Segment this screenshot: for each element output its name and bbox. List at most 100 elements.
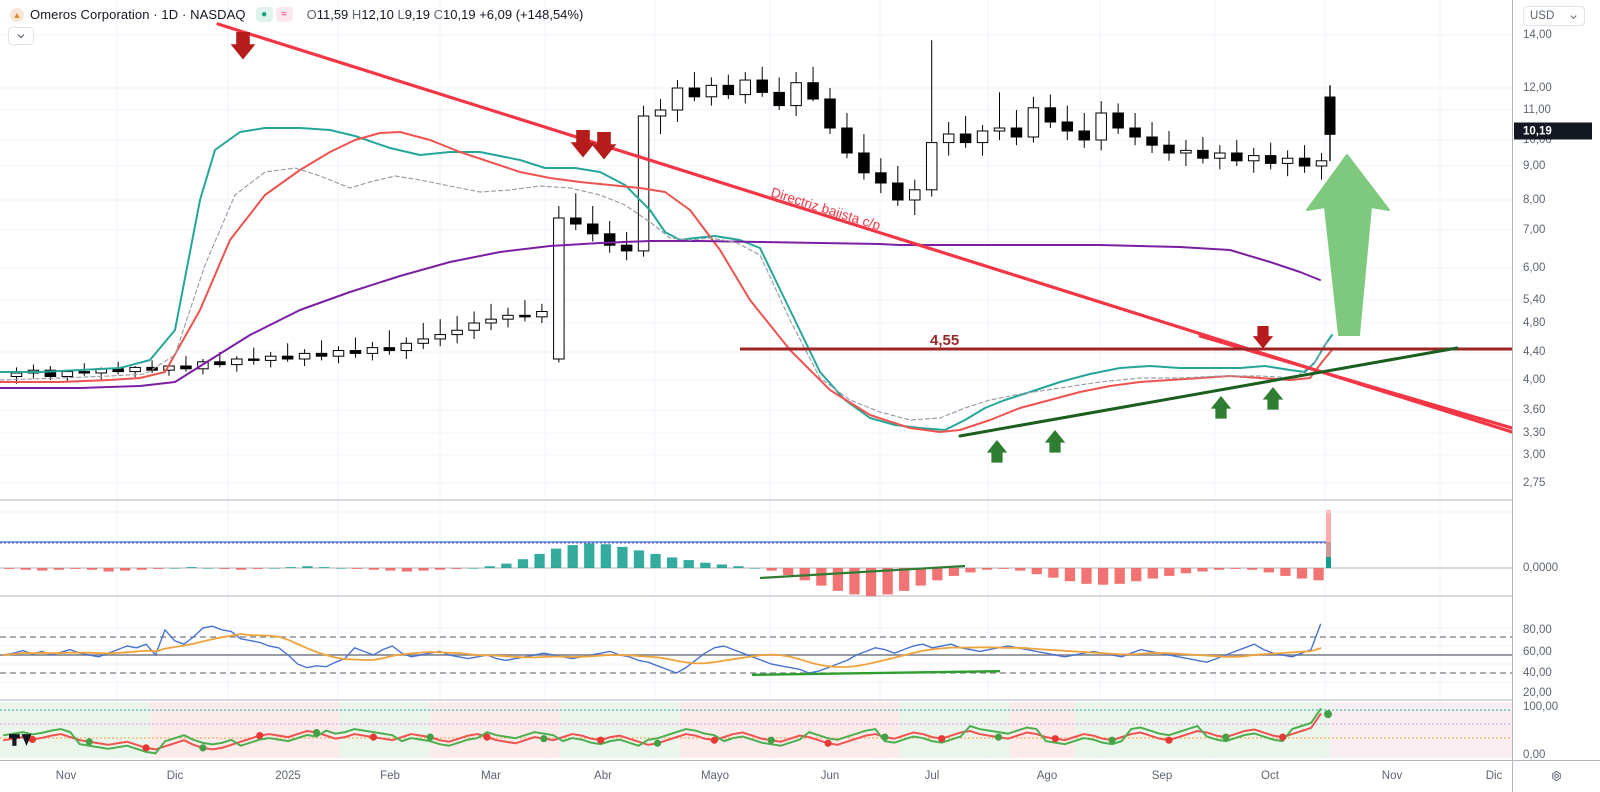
st-dot bbox=[1165, 736, 1173, 744]
price-tick-15: 2,75 bbox=[1523, 477, 1546, 489]
candle-body bbox=[44, 369, 57, 378]
st-dot bbox=[540, 735, 548, 743]
buy-signal-arrow-3[interactable] bbox=[1262, 387, 1284, 410]
ohlc-values: O11,59 H12,10 L9,19 C10,19 +6,09 (+148,5… bbox=[307, 7, 584, 22]
macd-bar bbox=[202, 568, 214, 569]
bearish-trendline-2[interactable] bbox=[1198, 334, 1514, 430]
macd-bar bbox=[1280, 568, 1291, 576]
macd-bar bbox=[567, 545, 578, 568]
macd-bar bbox=[749, 568, 761, 569]
macd-bar bbox=[20, 568, 31, 570]
st-dot bbox=[767, 736, 775, 744]
st-dot bbox=[881, 733, 889, 741]
candle-body bbox=[1027, 107, 1040, 138]
macd-divergence-line[interactable] bbox=[759, 564, 966, 580]
current-price-tag: 10,19 bbox=[1514, 122, 1592, 140]
rsi-tick-1: 60,00 bbox=[1523, 646, 1552, 658]
candle-body bbox=[1044, 107, 1057, 123]
macd-bar bbox=[865, 568, 877, 597]
candle-body bbox=[942, 133, 955, 144]
rsi-line bbox=[3, 623, 1322, 674]
macd-bar bbox=[285, 567, 297, 568]
st-dot bbox=[256, 732, 264, 740]
sell-signal-arrow-3[interactable] bbox=[1252, 326, 1274, 349]
sell-signal-arrow-1[interactable] bbox=[570, 130, 596, 158]
candle-body bbox=[264, 355, 277, 361]
macd-bar bbox=[335, 568, 346, 569]
candle-body bbox=[671, 87, 684, 111]
tradingview-logo[interactable] bbox=[9, 730, 39, 750]
rsi-ma-line bbox=[3, 633, 1322, 668]
candle-body bbox=[976, 130, 989, 144]
candle-body bbox=[366, 347, 379, 354]
bullish-trendline[interactable] bbox=[958, 346, 1459, 438]
chart-settings-button[interactable] bbox=[1512, 761, 1600, 792]
candle-body bbox=[620, 244, 633, 252]
candle-body bbox=[180, 365, 192, 370]
sell-signal-arrow-0[interactable] bbox=[230, 32, 256, 60]
macd-bar bbox=[468, 568, 479, 569]
rsi-divergence-line[interactable] bbox=[751, 670, 1001, 676]
macd-bar bbox=[1180, 568, 1192, 574]
macd-bar bbox=[1131, 568, 1142, 582]
candle-body bbox=[451, 329, 463, 336]
candle-body bbox=[570, 217, 582, 225]
macd-bar bbox=[318, 567, 330, 568]
arrow-shape bbox=[986, 440, 1008, 463]
candle-body bbox=[959, 133, 972, 144]
candle-body bbox=[993, 127, 1006, 132]
macd-bar bbox=[998, 568, 1009, 569]
macd-bar bbox=[385, 568, 396, 571]
candle-body bbox=[61, 371, 74, 378]
legend-badges: ● ≈ bbox=[255, 7, 293, 22]
candle-body bbox=[858, 152, 870, 174]
macd-bar bbox=[1081, 568, 1092, 584]
time-tick-5: Abr bbox=[594, 770, 612, 782]
price-tick-5: 8,00 bbox=[1523, 194, 1546, 206]
macd-bar bbox=[965, 568, 976, 573]
time-tick-9: Ago bbox=[1036, 770, 1058, 782]
macd-bar bbox=[716, 564, 728, 568]
macd-bar bbox=[1263, 568, 1274, 573]
candle-body bbox=[807, 82, 819, 100]
price-tick-1: 12,00 bbox=[1523, 82, 1552, 94]
st-band-9 bbox=[1075, 702, 1330, 758]
price-tick-13: 3,30 bbox=[1523, 427, 1546, 439]
candle-body bbox=[214, 361, 226, 366]
buy-signal-arrow-2[interactable] bbox=[1210, 396, 1232, 419]
candle-body bbox=[129, 366, 141, 373]
indicator-icon[interactable]: ≈ bbox=[275, 7, 293, 22]
candle-body bbox=[315, 352, 328, 357]
macd-bar bbox=[667, 557, 678, 568]
legend-collapse-button[interactable] bbox=[8, 27, 34, 45]
symbol-title[interactable]: Omeros Corporation · 1D · NASDAQ bbox=[30, 7, 246, 22]
currency-selector[interactable]: USD bbox=[1523, 6, 1585, 26]
candle-body bbox=[1078, 130, 1090, 141]
candle-body bbox=[892, 182, 904, 201]
buy-signal-arrow-1[interactable] bbox=[1044, 430, 1066, 453]
ma-dashed-line bbox=[0, 167, 1329, 421]
time-axis[interactable]: Nov Dic 2025 Feb Mar Abr Mayo Jun Jul Ago Sep Oct No… bbox=[0, 760, 1600, 792]
macd-bar bbox=[534, 553, 545, 568]
price-tick-11: 4,00 bbox=[1523, 374, 1546, 386]
macd-bar bbox=[501, 563, 512, 568]
st-band-3 bbox=[430, 702, 560, 758]
candle-body bbox=[1315, 160, 1328, 167]
st-dot bbox=[28, 735, 37, 744]
candle-body bbox=[536, 311, 548, 318]
macd-bar bbox=[70, 568, 81, 569]
sell-signal-arrow-2[interactable] bbox=[591, 132, 617, 160]
arrow-shape bbox=[1210, 396, 1232, 419]
price-axis[interactable]: USD 14,00 12,00 11,00 10,00 9,00 8,00 7,00 6,00… bbox=[1512, 0, 1600, 792]
macd-bar bbox=[899, 568, 910, 591]
buy-signal-arrow-0[interactable] bbox=[986, 440, 1008, 463]
candle-body bbox=[10, 372, 23, 377]
candle-body bbox=[722, 84, 735, 96]
big-bullish-arrow[interactable] bbox=[1306, 154, 1390, 336]
macd-bar bbox=[252, 568, 263, 569]
candle-style-icon[interactable]: ● bbox=[255, 7, 273, 22]
st-dot bbox=[199, 744, 207, 752]
macd-bar bbox=[849, 568, 860, 595]
time-tick-0: Nov bbox=[55, 770, 77, 782]
